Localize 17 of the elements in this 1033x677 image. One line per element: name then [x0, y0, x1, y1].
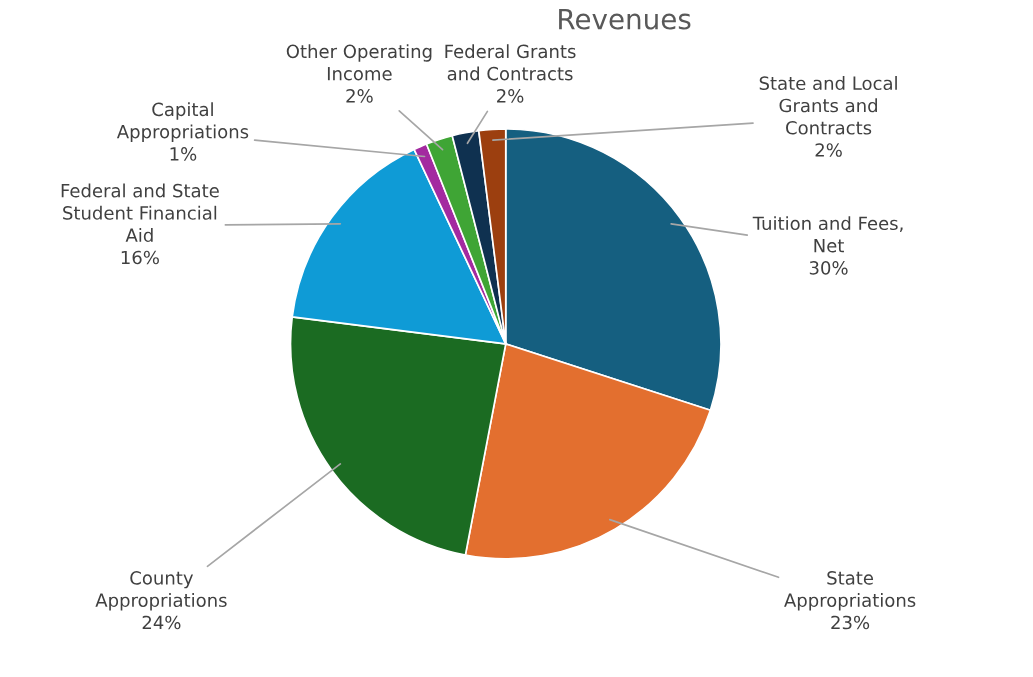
- data-label: 1%: [170, 147, 197, 161]
- slice-label: Federal and State Student Financial Aid: [61, 183, 219, 243]
- data-label: 23%: [831, 615, 870, 630]
- data-label: 24%: [142, 615, 181, 630]
- data-label: 16%: [121, 250, 159, 265]
- slice-label: State Appropriations: [784, 571, 916, 611]
- chart-title: Revenues: [559, 8, 691, 30]
- data-label: 2%: [497, 89, 524, 103]
- slice-label: County Appropriations: [95, 571, 227, 611]
- slice-label: Federal Grants and Contracts: [445, 44, 576, 81]
- slice-label: Capital Appropriations: [116, 102, 249, 142]
- slice-label: State and Local Grants and Contracts: [759, 76, 897, 135]
- slice-label: Tuition and Fees, Net: [752, 216, 903, 253]
- data-label: 2%: [346, 89, 373, 103]
- data-label: 30%: [809, 261, 848, 275]
- slice-label: Other Operating Income: [286, 44, 432, 81]
- data-label: 2%: [815, 143, 842, 157]
